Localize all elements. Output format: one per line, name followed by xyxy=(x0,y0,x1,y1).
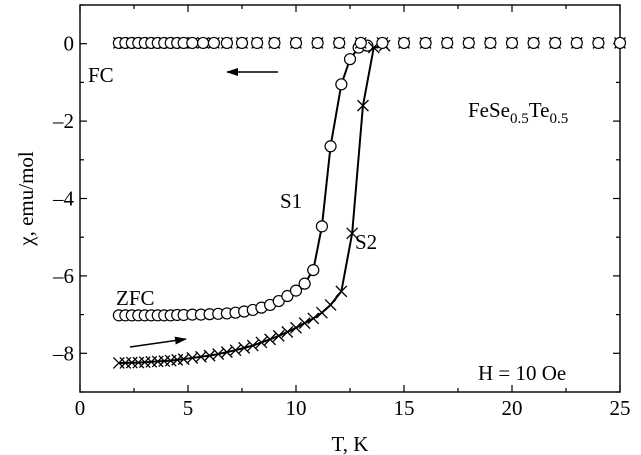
data-point-s1 xyxy=(315,220,329,233)
data-point-s2 xyxy=(281,326,294,338)
y-tick-label: –8 xyxy=(52,341,74,365)
data-point-fc-circle xyxy=(570,36,583,50)
data-point-fc-circle xyxy=(197,36,210,50)
series-markers xyxy=(112,36,627,369)
data-point-s1 xyxy=(307,263,320,277)
data-point-s2 xyxy=(290,321,302,334)
data-point-fc-circle xyxy=(527,36,540,50)
y-axis-title: χ, emu/mol xyxy=(14,151,38,247)
axis-ticks: 0 5 10 15 20 25 0 –2 –4 –6 –8 T, K χ, emu/mol xyxy=(14,4,631,455)
annotation-fc: FC xyxy=(88,63,114,87)
y-tick-label: –4 xyxy=(52,187,75,211)
x-tick-label: 20 xyxy=(502,396,523,420)
x-tick-label: 10 xyxy=(286,396,307,420)
data-point-s2 xyxy=(238,341,251,354)
x-tick-label: 0 xyxy=(75,396,86,420)
data-point-fc-circle xyxy=(311,36,324,50)
data-point-fc-circle xyxy=(613,36,627,50)
annotations: FC ZFC S1 S2 H = 10 Oe FeSe0.5Te0.5 xyxy=(88,63,568,385)
x-tick-label: 25 xyxy=(610,396,631,420)
x-tick-label: 5 xyxy=(183,396,194,420)
annotation-zfc: ZFC xyxy=(116,286,155,310)
data-point-s2 xyxy=(335,285,348,298)
data-point-fc-circle xyxy=(419,36,432,50)
data-point-s2 xyxy=(246,339,259,352)
y-tick-label: –6 xyxy=(52,264,74,288)
data-point-fc-circle xyxy=(186,36,199,50)
data-point-s2 xyxy=(264,333,277,346)
data-point-s2 xyxy=(298,317,311,330)
data-point-s1 xyxy=(324,140,337,153)
data-point-s2 xyxy=(272,329,285,342)
data-point-fc-circle xyxy=(289,36,303,50)
data-point-s2 xyxy=(255,336,268,349)
data-point-fc-circle xyxy=(235,36,249,50)
data-point-fc-circle xyxy=(376,36,389,50)
series-line-s1 xyxy=(118,44,368,317)
data-point-s1 xyxy=(289,284,303,297)
data-point-s1 xyxy=(335,78,348,91)
data-point-fc-circle xyxy=(354,36,367,50)
y-tick-label: 0 xyxy=(64,32,75,56)
data-point-s2 xyxy=(357,99,369,112)
compound-label: FeSe0.5Te0.5 xyxy=(468,98,568,127)
data-point-fc-circle xyxy=(268,36,281,50)
data-point-fc-circle xyxy=(592,36,605,50)
data-point-fc-circle xyxy=(549,36,562,50)
data-point-fc-circle xyxy=(220,36,233,50)
x-axis-title: T, K xyxy=(332,432,369,455)
annotation-field: H = 10 Oe xyxy=(478,361,566,385)
data-point-fc-circle xyxy=(441,36,454,50)
data-point-s2 xyxy=(324,298,337,311)
y-tick-label: –2 xyxy=(52,109,74,133)
data-point-s2 xyxy=(229,344,242,357)
data-point-fc-circle xyxy=(462,36,475,50)
data-point-fc-circle xyxy=(505,36,519,50)
data-point-s2 xyxy=(346,227,359,240)
data-point-fc-circle xyxy=(484,36,497,50)
data-point-s2 xyxy=(307,312,320,325)
zfc-arrow xyxy=(129,336,187,348)
data-point-fc-circle xyxy=(397,36,411,50)
data-point-s1 xyxy=(298,277,311,290)
data-point-s1 xyxy=(281,289,294,303)
data-point-fc-circle xyxy=(251,36,264,50)
data-point-fc-circle xyxy=(333,36,346,50)
data-point-s1 xyxy=(343,53,357,66)
annotation-s2: S2 xyxy=(355,230,377,254)
x-tick-label: 15 xyxy=(394,396,415,420)
data-point-fc-circle xyxy=(207,36,221,50)
annotation-s1: S1 xyxy=(280,189,302,213)
